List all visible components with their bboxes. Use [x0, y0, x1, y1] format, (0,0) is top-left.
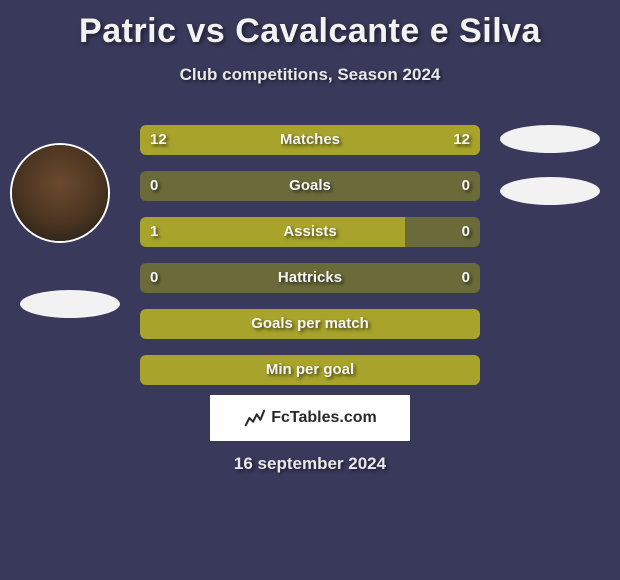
- brand-logo-icon: [243, 407, 265, 429]
- stat-row-matches: 12 Matches 12: [140, 125, 480, 155]
- avatar-left-face: [12, 145, 108, 241]
- name-pill-left: [20, 290, 120, 318]
- page-title: Patric vs Cavalcante e Silva: [0, 0, 620, 51]
- page-subtitle: Club competitions, Season 2024: [0, 65, 620, 85]
- stat-val-right: 0: [462, 171, 470, 201]
- stat-label: Goals: [140, 171, 480, 201]
- stat-row-gpm: Goals per match: [140, 309, 480, 339]
- stat-row-goals: 0 Goals 0: [140, 171, 480, 201]
- stat-row-assists: 1 Assists 0: [140, 217, 480, 247]
- avatar-left: [10, 143, 110, 243]
- stat-bars: 12 Matches 12 0 Goals 0 1 Assists 0 0 Ha…: [140, 125, 480, 401]
- name-pill-right-1: [500, 125, 600, 153]
- brand-box[interactable]: FcTables.com: [210, 395, 410, 441]
- stat-val-right: 0: [462, 263, 470, 293]
- brand-text: FcTables.com: [271, 409, 377, 427]
- stat-val-right: 12: [453, 125, 470, 155]
- stat-label: Assists: [140, 217, 480, 247]
- stat-row-hattricks: 0 Hattricks 0: [140, 263, 480, 293]
- stat-label: Matches: [140, 125, 480, 155]
- date-line: 16 september 2024: [0, 454, 620, 474]
- stat-val-right: 0: [462, 217, 470, 247]
- name-pill-right-2: [500, 177, 600, 205]
- stat-label: Hattricks: [140, 263, 480, 293]
- stat-row-mpg: Min per goal: [140, 355, 480, 385]
